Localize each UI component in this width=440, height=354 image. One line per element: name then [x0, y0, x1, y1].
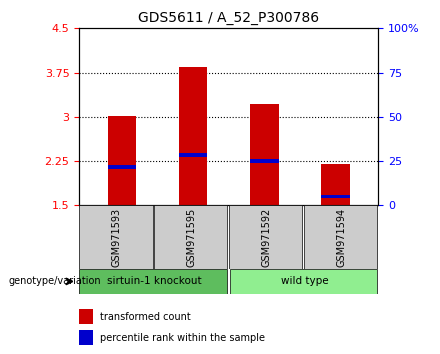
- FancyBboxPatch shape: [304, 205, 377, 269]
- Text: transformed count: transformed count: [100, 312, 191, 322]
- Bar: [321, 195, 350, 198]
- FancyBboxPatch shape: [154, 205, 227, 269]
- Text: GSM971592: GSM971592: [261, 207, 271, 267]
- Bar: [179, 67, 207, 205]
- Title: GDS5611 / A_52_P300786: GDS5611 / A_52_P300786: [138, 11, 319, 24]
- Text: GSM971595: GSM971595: [187, 207, 196, 267]
- Text: sirtuin-1 knockout: sirtuin-1 knockout: [106, 276, 202, 286]
- FancyBboxPatch shape: [230, 269, 377, 294]
- FancyBboxPatch shape: [229, 205, 302, 269]
- Bar: [79, 330, 93, 345]
- FancyBboxPatch shape: [79, 205, 153, 269]
- Bar: [250, 159, 279, 163]
- FancyBboxPatch shape: [79, 269, 227, 294]
- Bar: [250, 104, 279, 205]
- Bar: [108, 116, 136, 205]
- Bar: [321, 164, 350, 205]
- Bar: [179, 153, 207, 157]
- Bar: [79, 309, 93, 324]
- Text: wild type: wild type: [281, 276, 329, 286]
- Text: GSM971593: GSM971593: [112, 207, 121, 267]
- Text: genotype/variation: genotype/variation: [9, 276, 102, 286]
- Text: GSM971594: GSM971594: [336, 207, 346, 267]
- Bar: [108, 165, 136, 169]
- Text: percentile rank within the sample: percentile rank within the sample: [100, 332, 265, 343]
